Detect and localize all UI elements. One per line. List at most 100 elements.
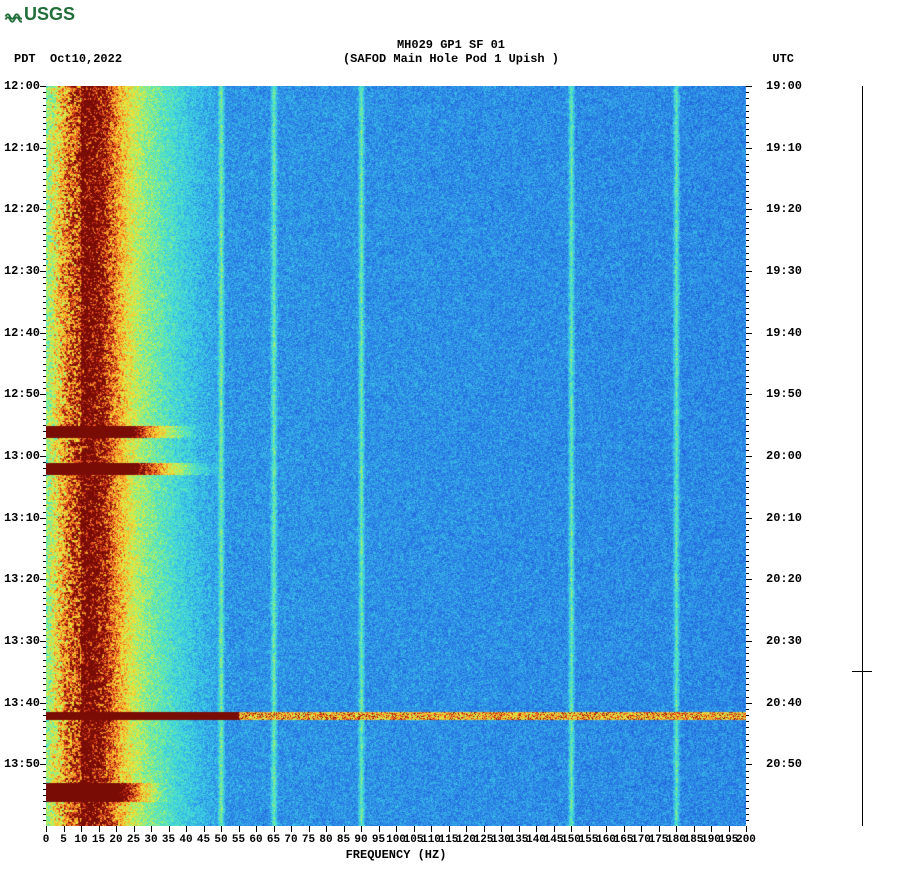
ytick-minor-right bbox=[746, 253, 749, 254]
ytick-minor-right bbox=[746, 475, 749, 476]
ytick-minor-right bbox=[746, 142, 749, 143]
ytick-minor-right bbox=[746, 259, 749, 260]
ytick-mark-right bbox=[746, 86, 752, 87]
xtick-label: 85 bbox=[337, 834, 350, 846]
ytick-minor-right bbox=[746, 425, 749, 426]
ytick-minor-right bbox=[746, 450, 749, 451]
ytick-minor-right bbox=[746, 789, 749, 790]
scale-bar bbox=[852, 86, 872, 826]
ytick-minor-right bbox=[746, 721, 749, 722]
scale-bar-line bbox=[862, 86, 863, 826]
xtick-label: 15 bbox=[92, 834, 105, 846]
ytick-minor-right bbox=[746, 123, 749, 124]
ytick-minor-right bbox=[746, 302, 749, 303]
xtick-mark bbox=[361, 826, 362, 832]
wave-icon bbox=[4, 6, 22, 24]
ytick-label-left: 13:50 bbox=[4, 757, 40, 771]
spectrogram-canvas bbox=[46, 86, 746, 826]
spectrogram-plot bbox=[46, 86, 746, 826]
ytick-mark-right bbox=[746, 703, 752, 704]
ytick-minor-right bbox=[746, 808, 749, 809]
ytick-label-right: 19:10 bbox=[766, 141, 802, 155]
header-right-tz: UTC bbox=[772, 52, 794, 66]
ytick-minor-right bbox=[746, 820, 749, 821]
left-date: Oct10,2022 bbox=[50, 52, 122, 66]
xtick-label: 45 bbox=[197, 834, 210, 846]
xtick-label: 95 bbox=[372, 834, 385, 846]
ytick-minor-right bbox=[746, 154, 749, 155]
xtick-mark bbox=[746, 826, 747, 832]
xtick-mark bbox=[309, 826, 310, 832]
left-tz: PDT bbox=[14, 52, 36, 66]
ytick-minor-right bbox=[746, 92, 749, 93]
ytick-label-left: 13:40 bbox=[4, 696, 40, 710]
ytick-label-right: 20:00 bbox=[766, 449, 802, 463]
xtick-label: 50 bbox=[214, 834, 227, 846]
ytick-minor-right bbox=[746, 512, 749, 513]
ytick-minor-right bbox=[746, 690, 749, 691]
ytick-minor-right bbox=[746, 610, 749, 611]
xtick-mark bbox=[711, 826, 712, 832]
scale-bar-marker bbox=[852, 671, 872, 672]
xtick-mark bbox=[116, 826, 117, 832]
xtick-mark bbox=[676, 826, 677, 832]
ytick-minor-right bbox=[746, 179, 749, 180]
ytick-minor-right bbox=[746, 191, 749, 192]
ytick-minor-right bbox=[746, 388, 749, 389]
xtick-label: 20 bbox=[109, 834, 122, 846]
ytick-minor-right bbox=[746, 672, 749, 673]
xtick-mark bbox=[204, 826, 205, 832]
ytick-minor-right bbox=[746, 364, 749, 365]
ytick-minor-right bbox=[746, 370, 749, 371]
xtick-mark bbox=[624, 826, 625, 832]
xtick-label: 5 bbox=[60, 834, 67, 846]
ytick-minor-right bbox=[746, 795, 749, 796]
ytick-minor-right bbox=[746, 216, 749, 217]
ytick-minor-right bbox=[746, 382, 749, 383]
y-axis-right: 19:0019:1019:2019:3019:4019:5020:0020:10… bbox=[746, 86, 826, 826]
ytick-minor-right bbox=[746, 801, 749, 802]
xtick-mark bbox=[571, 826, 572, 832]
ytick-minor-right bbox=[746, 376, 749, 377]
ytick-label-right: 19:30 bbox=[766, 264, 802, 278]
ytick-minor-right bbox=[746, 240, 749, 241]
ytick-minor-right bbox=[746, 746, 749, 747]
ytick-minor-right bbox=[746, 727, 749, 728]
xtick-mark bbox=[221, 826, 222, 832]
ytick-minor-right bbox=[746, 771, 749, 772]
ytick-minor-right bbox=[746, 678, 749, 679]
ytick-mark-right bbox=[746, 148, 752, 149]
ytick-minor-right bbox=[746, 431, 749, 432]
ytick-minor-right bbox=[746, 296, 749, 297]
xtick-mark bbox=[519, 826, 520, 832]
title-line2: (SAFOD Main Hole Pod 1 Upish ) bbox=[343, 52, 559, 66]
xtick-mark bbox=[186, 826, 187, 832]
ytick-minor-right bbox=[746, 228, 749, 229]
xtick-label: 65 bbox=[267, 834, 280, 846]
y-axis-left: 12:0012:1012:2012:3012:4012:5013:0013:10… bbox=[0, 86, 46, 826]
xtick-label: 0 bbox=[43, 834, 50, 846]
xtick-mark bbox=[694, 826, 695, 832]
xtick-mark bbox=[484, 826, 485, 832]
ytick-minor-right bbox=[746, 345, 749, 346]
ytick-minor-right bbox=[746, 308, 749, 309]
xtick-label: 10 bbox=[74, 834, 87, 846]
ytick-minor-right bbox=[746, 592, 749, 593]
ytick-label-right: 19:50 bbox=[766, 387, 802, 401]
ytick-minor-right bbox=[746, 734, 749, 735]
ytick-minor-right bbox=[746, 438, 749, 439]
xtick-label: 30 bbox=[144, 834, 157, 846]
xtick-label: 80 bbox=[319, 834, 332, 846]
ytick-minor-right bbox=[746, 524, 749, 525]
ytick-minor-right bbox=[746, 573, 749, 574]
ytick-minor-right bbox=[746, 616, 749, 617]
ytick-minor-right bbox=[746, 246, 749, 247]
xtick-mark bbox=[554, 826, 555, 832]
xtick-mark bbox=[414, 826, 415, 832]
xtick-mark bbox=[466, 826, 467, 832]
ytick-mark-right bbox=[746, 209, 752, 210]
xtick-label: 90 bbox=[354, 834, 367, 846]
xtick-label: 55 bbox=[232, 834, 245, 846]
ytick-minor-right bbox=[746, 413, 749, 414]
ytick-minor-right bbox=[746, 530, 749, 531]
